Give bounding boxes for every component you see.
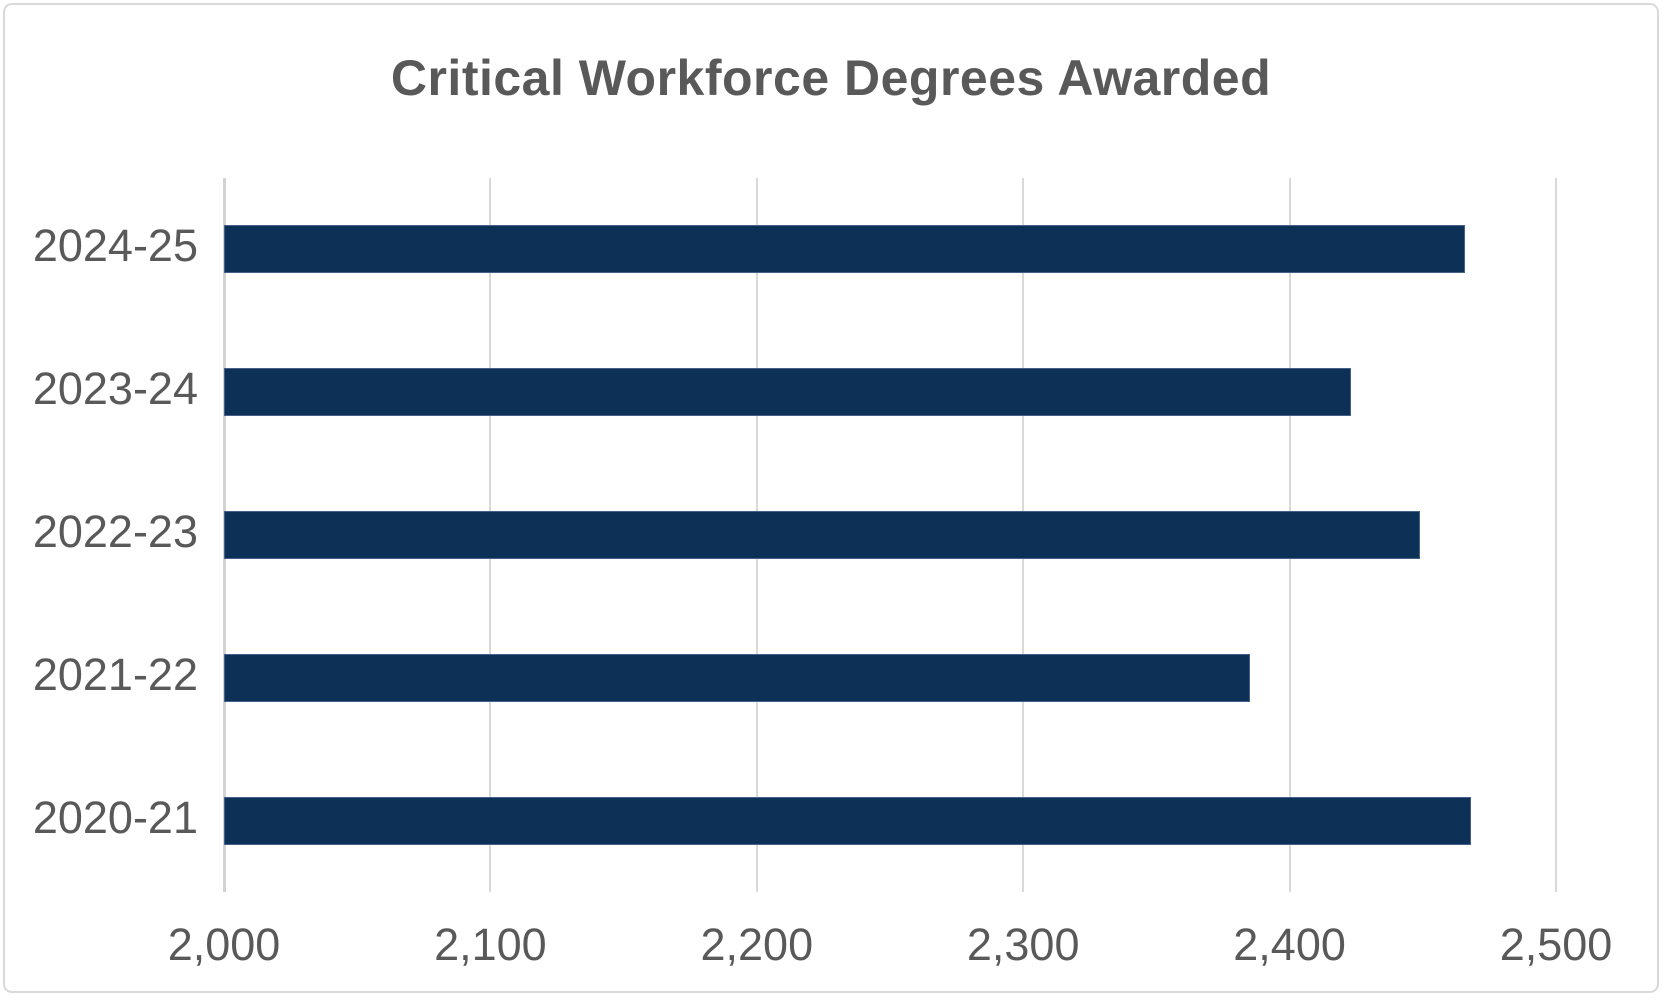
x-axis-label-2300: 2,300 — [966, 919, 1080, 970]
y-axis-label-2022-23: 2022-23 — [32, 506, 198, 557]
y-axis-label-2024-25: 2024-25 — [32, 220, 198, 272]
x-axis-label-2500: 2,500 — [1499, 919, 1613, 970]
bar-row — [224, 653, 1556, 702]
y-axis-label-2020-21: 2020-21 — [32, 791, 198, 843]
chart-frame: Critical Workforce Degrees Awarded 2024-… — [3, 3, 1659, 993]
bar-row — [224, 368, 1556, 417]
bar-2023-24 — [224, 368, 1351, 417]
bar-2022-23 — [224, 511, 1421, 559]
x-axis-label-2000: 2,000 — [167, 919, 281, 970]
y-axis-label-2023-24: 2023-24 — [32, 363, 198, 415]
bar-2021-22 — [224, 653, 1250, 702]
bar-2020-21 — [224, 796, 1471, 845]
y-axis-label-2021-22: 2021-22 — [32, 648, 198, 700]
bar-2024-25 — [224, 225, 1466, 274]
chart-title: Critical Workforce Degrees Awarded — [390, 50, 1272, 106]
bar-row — [224, 511, 1556, 559]
x-axis-label-2400: 2,400 — [1233, 919, 1346, 970]
x-axis-label-2200: 2,200 — [700, 919, 814, 970]
gridline — [1555, 178, 1557, 892]
bar-row — [224, 225, 1556, 274]
bar-row — [224, 796, 1556, 845]
plot-area — [223, 178, 1557, 892]
x-axis-label-2100: 2,100 — [434, 919, 547, 970]
